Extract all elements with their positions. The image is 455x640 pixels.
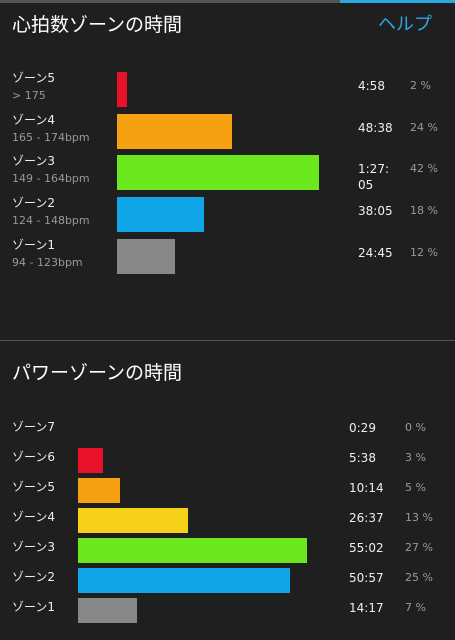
zone-time: 14:17 [349, 601, 384, 615]
zone-name: ゾーン1 [12, 600, 56, 614]
zone-bar [117, 238, 175, 274]
zone-percent: 24 % [410, 120, 438, 134]
zone-name: ゾーン2 [12, 570, 56, 584]
zone-time: 10:14 [349, 481, 384, 495]
zone-bar [78, 508, 189, 533]
zone-time: 55:02 [349, 541, 384, 555]
zone-time: 5:38 [349, 451, 376, 465]
zone-time: 48:38 [358, 120, 393, 135]
zone-name: ゾーン5 [12, 480, 56, 494]
top-bar-indicator [340, 0, 455, 3]
zone-name: ゾーン1 [12, 237, 56, 252]
zone-bar [78, 538, 307, 563]
zone-time: 26:37 [349, 511, 384, 525]
zone-time: 24:45 [358, 245, 393, 260]
zone-percent: 2 % [410, 79, 431, 92]
zone-name: ゾーン4 [12, 510, 56, 524]
top-bar [0, 0, 455, 3]
zone-name: ゾーン3 [12, 540, 56, 554]
zone-percent: 12 % [410, 245, 438, 259]
help-link[interactable]: ヘルプ [378, 14, 432, 35]
zone-name: ゾーン3 [12, 154, 56, 169]
zone-name: ゾーン7 [12, 420, 56, 434]
heart-title: 心拍数ゾーンの時間 [12, 14, 183, 36]
zone-bar [117, 113, 233, 149]
zone-time: 4:58 [358, 79, 385, 93]
divider [0, 340, 455, 341]
zone-percent: 0 % [405, 421, 426, 434]
zone-percent: 7 % [405, 601, 426, 614]
zone-bar [78, 598, 138, 623]
zone-percent: 3 % [405, 451, 426, 464]
zone-percent: 5 % [405, 481, 426, 494]
zone-percent: 42 % [410, 162, 438, 176]
zone-bar [117, 72, 127, 107]
zone-bar [117, 155, 319, 191]
zone-percent: 25 % [405, 571, 433, 584]
zone-range: 124 - 148bpm [12, 214, 90, 228]
zone-percent: 13 % [405, 511, 433, 524]
zone-name: ゾーン2 [12, 196, 56, 211]
zone-name: ゾーン6 [12, 450, 56, 464]
zone-name: ゾーン5 [12, 71, 56, 85]
power-title: パワーゾーンの時間 [12, 362, 183, 384]
zone-bar [117, 197, 204, 233]
zone-time: 38:05 [358, 204, 393, 219]
zone-name: ゾーン4 [12, 112, 56, 127]
zone-time: 50:57 [349, 571, 384, 585]
zone-range: 149 - 164bpm [12, 172, 90, 186]
zone-range: 165 - 174bpm [12, 130, 90, 144]
zone-range: > 175 [12, 89, 46, 102]
zone-bar [78, 478, 121, 503]
zone-percent: 18 % [410, 204, 438, 218]
zone-time: 0:29 [349, 421, 376, 435]
zone-bar [78, 568, 291, 593]
zone-time: 1:27:05 [358, 162, 389, 193]
zone-percent: 27 % [405, 541, 433, 554]
zone-range: 94 - 123bpm [12, 255, 83, 269]
zone-bar [78, 448, 104, 473]
